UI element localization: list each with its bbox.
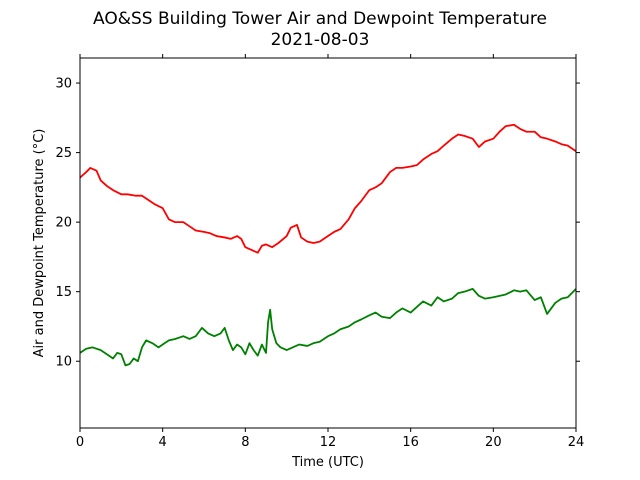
y-tick-label: 20 bbox=[55, 216, 72, 231]
y-tick-label: 15 bbox=[55, 285, 72, 300]
plot-frame bbox=[79, 57, 577, 429]
series-line-0 bbox=[79, 123, 577, 254]
y-tick-label: 10 bbox=[55, 355, 72, 370]
series-layer bbox=[79, 123, 577, 367]
x-tick-label: 0 bbox=[76, 435, 84, 450]
y-axis-label: Air and Dewpoint Temperature (°C) bbox=[32, 129, 47, 358]
series-line-1 bbox=[79, 288, 577, 367]
chart-subtitle: 2021-08-03 bbox=[271, 30, 370, 50]
ticks-layer: 0 4 8 12 16 20 24 10 15 20 25 30 bbox=[55, 54, 584, 450]
x-tick-label: 16 bbox=[402, 435, 419, 450]
x-tick-label: 8 bbox=[241, 435, 249, 450]
y-tick-label: 30 bbox=[55, 77, 72, 92]
x-tick-label: 12 bbox=[320, 435, 337, 450]
x-tick-label: 20 bbox=[485, 435, 502, 450]
x-axis-label: Time (UTC) bbox=[291, 455, 364, 470]
x-tick-label: 24 bbox=[568, 435, 585, 450]
x-tick-label: 4 bbox=[159, 435, 167, 450]
y-tick-label: 25 bbox=[55, 146, 72, 161]
chart-title: AO&SS Building Tower Air and Dewpoint Te… bbox=[93, 9, 547, 29]
